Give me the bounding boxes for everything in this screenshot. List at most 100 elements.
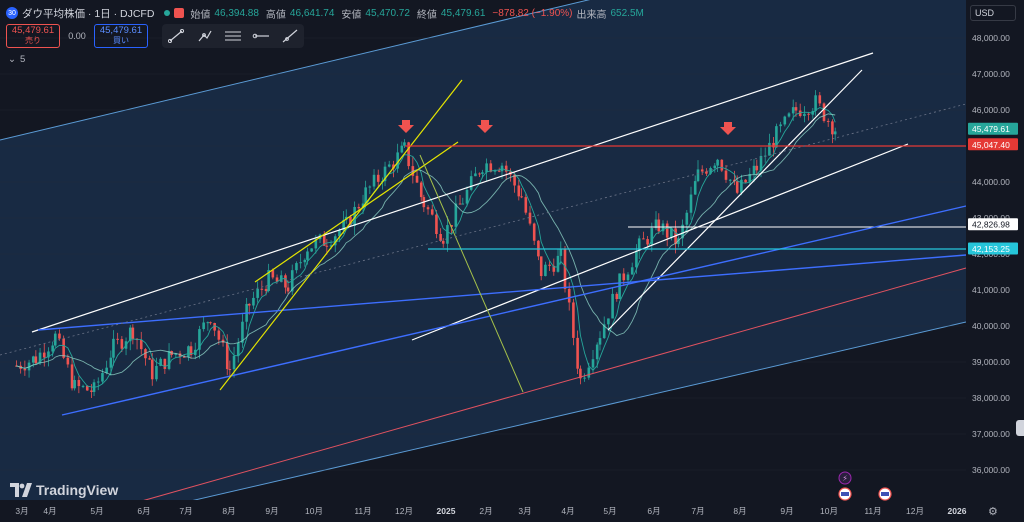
candle-body <box>73 380 76 389</box>
buy-price: 45,479.61 <box>99 25 143 36</box>
candle-body <box>567 288 571 303</box>
candle-body <box>116 338 119 340</box>
price-tick-label: 46,000.00 <box>972 105 1010 115</box>
indicators-toggle[interactable]: ⌄ 5 <box>8 54 25 65</box>
arrow-down-icon <box>720 122 736 135</box>
volume-value: 652.5M <box>610 7 644 19</box>
time-tick-label: 4月 <box>561 506 574 516</box>
candle-body <box>260 288 264 290</box>
buy-button[interactable]: 45,479.61 買い <box>94 24 148 48</box>
trend-line-icon[interactable] <box>166 27 186 45</box>
candle-body <box>775 126 778 148</box>
lightning-glyph-icon: ⚡ <box>842 474 848 483</box>
candle-body <box>563 248 567 289</box>
candle-body <box>38 352 42 364</box>
candle-body <box>267 270 270 291</box>
candle-body <box>96 381 100 383</box>
candle-body <box>353 206 356 226</box>
candle-body <box>635 250 638 268</box>
sell-label: 売り <box>25 36 41 45</box>
candle-body <box>803 113 806 117</box>
candle-body <box>583 377 586 379</box>
time-tick-label: 3月 <box>518 506 531 516</box>
time-tick-label: 5月 <box>90 506 103 516</box>
price-label-text: 42,153.25 <box>972 244 1010 254</box>
candle-body <box>150 359 154 380</box>
candle-body <box>650 228 654 245</box>
candle-body <box>430 209 434 215</box>
candle-body <box>489 163 493 172</box>
candle-body <box>81 385 85 387</box>
close-label: 終値 <box>416 9 437 21</box>
candle-body <box>407 142 410 167</box>
arrow-down-icon <box>398 120 414 133</box>
candle-body <box>131 327 135 339</box>
candle-body <box>587 367 591 378</box>
time-tick-label: 2026 <box>948 506 967 516</box>
candle-body <box>182 356 186 358</box>
candle-body <box>740 179 743 193</box>
fib-icon[interactable] <box>223 27 243 45</box>
candle-body <box>66 357 70 365</box>
candle-body <box>681 224 684 239</box>
candle-body <box>415 175 419 183</box>
candle-body <box>559 248 563 256</box>
candle-body <box>155 365 158 380</box>
candle-body <box>481 172 484 174</box>
candle-body <box>783 116 787 125</box>
candle-body <box>814 95 817 111</box>
candle-body <box>387 164 391 167</box>
sell-button[interactable]: 45,479.61 売り <box>6 24 60 48</box>
symbol-title[interactable]: ダウ平均株価 · 1日 · DJCFD <box>22 7 155 20</box>
extended-line-icon[interactable] <box>280 27 300 45</box>
candle-body <box>357 206 361 209</box>
price-label-text: 42,826.98 <box>972 220 1010 230</box>
currency-select[interactable]: USD <box>970 5 1016 21</box>
candle-body <box>101 373 104 382</box>
candle-body <box>403 142 406 146</box>
candle-body <box>822 103 826 121</box>
path-icon[interactable] <box>195 27 215 45</box>
candle-body <box>252 297 255 306</box>
candle-body <box>105 367 108 374</box>
panel-toggle-tab[interactable] <box>1016 420 1024 436</box>
candle-body <box>709 168 712 174</box>
candle-body <box>826 120 830 122</box>
candle-body <box>112 338 115 358</box>
settings-gear-icon[interactable]: ⚙ <box>988 506 998 518</box>
candle-body <box>392 164 395 169</box>
horizontal-ray-icon[interactable] <box>251 27 271 45</box>
ma-long-line <box>16 113 836 376</box>
time-axis <box>0 500 1024 522</box>
candle-body <box>128 327 132 342</box>
candle-body <box>716 159 719 166</box>
us-flag-stripe <box>881 492 889 496</box>
candle-body <box>34 356 38 364</box>
candle-body <box>607 318 610 325</box>
candle-body <box>654 219 658 229</box>
lightning-event-icon[interactable] <box>838 471 852 485</box>
alert-icon[interactable] <box>174 8 185 18</box>
trade-panel: 45,479.61 売り 0.00 45,479.61 買い <box>6 24 148 48</box>
candle-body <box>364 187 367 204</box>
candle-body <box>435 214 438 235</box>
candle-body <box>225 342 229 370</box>
candle-body <box>685 212 689 225</box>
candle-body <box>85 385 89 391</box>
price-axis <box>966 0 1024 522</box>
time-tick-label: 6月 <box>647 506 660 516</box>
candle-body <box>700 169 704 172</box>
price-label-text: 45,047.40 <box>972 140 1010 150</box>
candle-body <box>349 216 352 226</box>
time-tick-label: 8月 <box>222 506 235 516</box>
candle-body <box>478 173 481 175</box>
arrow-down-icon <box>477 120 493 133</box>
candle-body <box>90 390 93 392</box>
price-label-box <box>968 242 1018 255</box>
candle-body <box>426 207 430 210</box>
open-value: 46,394.88 <box>214 7 259 19</box>
time-tick-label: 8月 <box>733 506 746 516</box>
candle-body <box>232 355 236 370</box>
candle-body <box>174 353 178 355</box>
